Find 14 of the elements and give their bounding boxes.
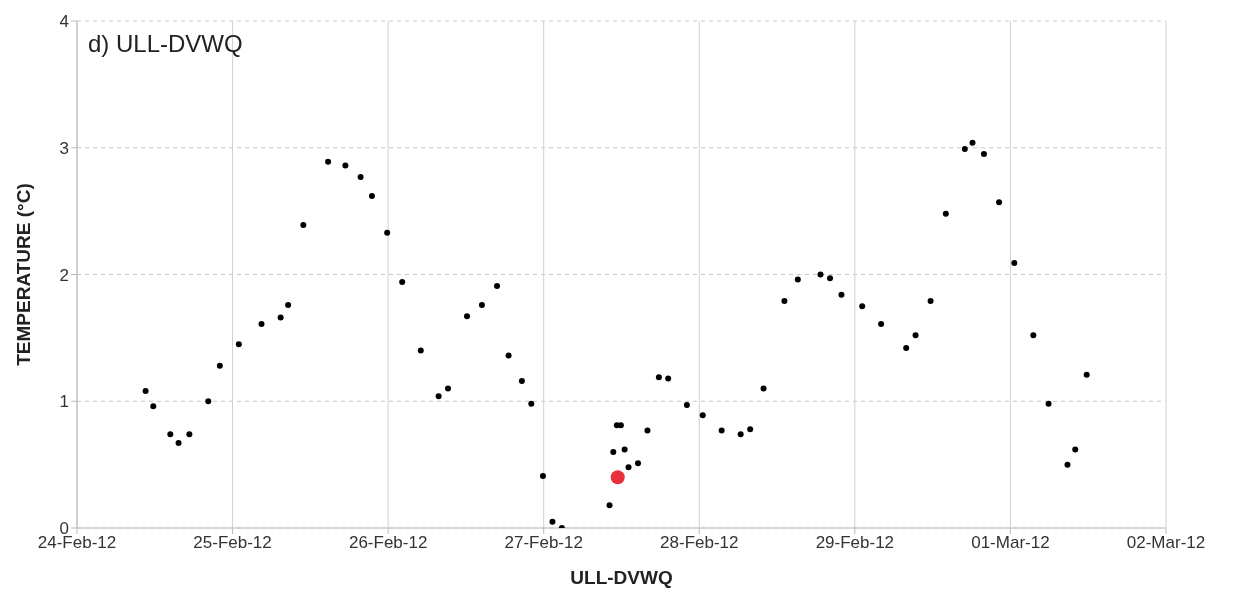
x-tick-label: 26-Feb-12 — [348, 533, 428, 553]
x-tick-label: 28-Feb-12 — [660, 533, 739, 553]
x-tick-label: 25-Feb-12 — [193, 533, 272, 553]
y-tick-label: 1 — [59, 392, 69, 412]
x-tick-label: 01-Mar-12 — [971, 533, 1050, 553]
chart-title: d) ULL-DVWQ — [88, 30, 243, 58]
y-tick-label: 3 — [59, 138, 69, 158]
y-tick-label: 2 — [59, 265, 69, 285]
x-tick-label: 29-Feb-12 — [815, 533, 895, 553]
x-tick-label: 27-Feb-12 — [504, 533, 583, 553]
x-axis-title: ULL-DVWQ — [570, 567, 673, 588]
y-axis-title: TEMPERATURE (°C) — [12, 183, 34, 366]
x-tick-label: 02-Mar-12 — [1126, 533, 1206, 553]
y-tick-label: 4 — [59, 12, 69, 32]
